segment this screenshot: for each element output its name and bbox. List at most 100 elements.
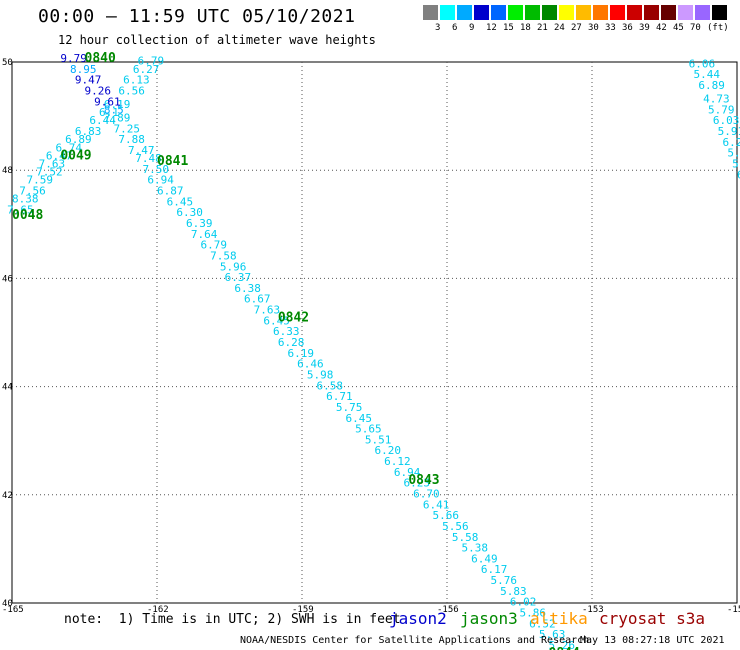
wave-height-value: 6.70 (413, 488, 440, 501)
scale-swatch (559, 5, 574, 20)
scale-label: 42 (656, 23, 667, 33)
wave-height-value: 6.49 (471, 552, 498, 565)
wave-height-value: 6.06 (689, 57, 716, 70)
lat-label: 44 (2, 383, 13, 393)
scale-label: 70 (690, 23, 701, 33)
wave-height-value: 6.08 (737, 168, 740, 181)
pass-time-label: 0840 (85, 51, 116, 66)
scale-swatch (593, 5, 608, 20)
lon-label: -150 (727, 605, 740, 615)
wave-height-value: 6.79 (138, 55, 165, 68)
wave-height-value: 6.45 (346, 412, 373, 425)
wave-height-value: 6.19 (288, 347, 315, 360)
wave-height-value: 7.48 (135, 152, 162, 165)
wave-height-value: 7.25 (114, 122, 141, 135)
credit-text: NOAA/NESDIS Center for Satellite Applica… (240, 635, 590, 646)
wave-height-value: 5.30 (727, 147, 740, 160)
wave-height-value: 9.26 (85, 84, 112, 97)
wave-height-value: 7.59 (27, 174, 54, 187)
scale-label: 24 (554, 23, 565, 33)
wave-height-value: 7.50 (143, 163, 170, 176)
wave-height-value: 5.63 (539, 628, 566, 641)
wave-height-value: 6.45 (167, 195, 194, 208)
scale-swatch (491, 5, 506, 20)
wave-height-value: 5.65 (355, 423, 382, 436)
pass-time-label: 0841 (157, 154, 188, 169)
pass-time-label: 0844 (549, 646, 580, 650)
wave-height-value: 6.19 (104, 98, 131, 111)
scale-label: 39 (639, 23, 650, 33)
wave-height-value: 6.30 (176, 206, 203, 219)
scale-label: 6 (452, 23, 458, 33)
wave-height-value: 8.38 (12, 193, 39, 206)
scale-swatch (644, 5, 659, 20)
wave-height-value: 6.28 (278, 336, 305, 349)
scale-swatch (474, 5, 489, 20)
wave-height-value: 6.44 (89, 114, 116, 127)
wave-height-value: 6.45 (263, 314, 290, 327)
wave-height-value: 5.76 (491, 574, 518, 587)
wave-height-value: 8.5 (104, 103, 124, 116)
wave-height-value: 6.12 (384, 455, 411, 468)
wave-height-value: 5.79 (708, 103, 735, 116)
wave-height-value: 6.03 (713, 114, 740, 127)
lat-label: 48 (2, 166, 13, 176)
wave-height-value: 6.56 (118, 84, 145, 97)
wave-height-value: 6.02 (510, 596, 537, 609)
wave-height-value: 7.88 (118, 133, 145, 146)
wave-height-value: 7.64 (191, 228, 218, 241)
wave-height-value: 9.79 (60, 52, 86, 65)
wave-height-value: 6.89 (65, 133, 92, 146)
wave-height-value: 6.20 (375, 444, 402, 457)
timestamp-text: May 13 08:27:18 UTC 2021 (580, 635, 725, 646)
scale-label: 12 (486, 23, 497, 33)
wave-height-value: 5.58 (452, 531, 479, 544)
wave-height-value: 7.58 (210, 249, 237, 262)
wave-height-value: 6.13 (123, 74, 149, 87)
lat-label: 40 (2, 599, 13, 609)
wave-height-value: 6.71 (326, 390, 353, 403)
scale-swatch (712, 5, 727, 20)
scale-label: 30 (588, 23, 599, 33)
lon-label: -153 (582, 605, 604, 615)
wave-height-value: 6.87 (157, 185, 184, 198)
wave-height-value: 6.33 (273, 325, 300, 338)
pass-time-label: 0843 (408, 473, 439, 488)
scale-swatch (440, 5, 455, 20)
wave-height-value: 6.38 (234, 282, 260, 295)
lat-label: 50 (2, 58, 13, 68)
lon-label: -162 (147, 605, 169, 615)
wave-height-value: 6.46 (297, 358, 324, 371)
map-frame (11, 61, 738, 604)
wave-height-value: 5.66 (433, 509, 460, 522)
scale-swatch (661, 5, 676, 20)
lon-label: -165 (2, 605, 24, 615)
wave-height-value: 7.63 (254, 304, 281, 317)
wave-height-value: 6.74 (56, 141, 83, 154)
legend-cryosat: cryosat s3a (599, 609, 705, 628)
scale-swatch (508, 5, 523, 20)
legend-jason2: jason2 (389, 609, 447, 628)
wave-height-value: 6.41 (423, 498, 450, 511)
scale-label: 15 (503, 23, 514, 33)
scale-swatch (576, 5, 591, 20)
wave-height-value: 9.61 (94, 95, 121, 108)
scale-label: 3 (435, 23, 441, 33)
wave-height-value: 6.47 (46, 149, 72, 162)
scale-swatch (678, 5, 693, 20)
wave-height-value: 6.89 (698, 79, 725, 92)
scale-swatch (610, 5, 625, 20)
wave-height-value: 5.75 (336, 401, 363, 414)
wave-height-value: 6.20 (723, 136, 740, 149)
wave-height-value: 6.79 (201, 239, 228, 252)
wave-height-value: 6.39 (186, 217, 213, 230)
wave-height-value: 7.63 (39, 157, 65, 170)
scale-swatch (695, 5, 710, 20)
scale-swatch (542, 5, 557, 20)
lon-label: -156 (437, 605, 459, 615)
wave-height-value: 5.26 (549, 639, 576, 650)
wave-height-value: 6.17 (481, 563, 508, 576)
wave-height-value: 7.89 (104, 112, 131, 125)
wave-height-value: 6.67 (244, 293, 271, 306)
wave-height-value: 6.52 (529, 617, 556, 630)
